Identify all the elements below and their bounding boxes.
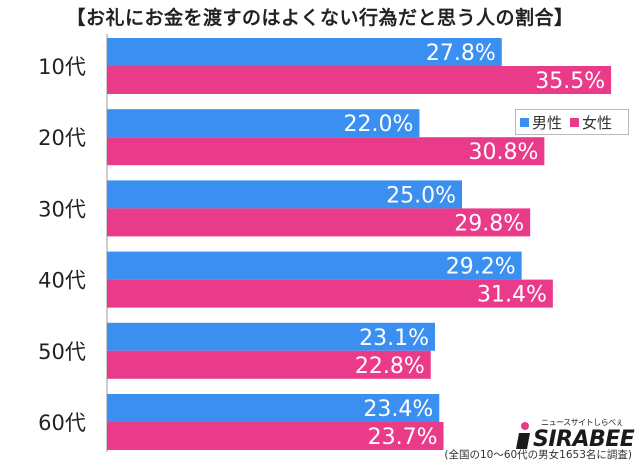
chart-title: 【お礼にお金を渡すのはよくない行為だと思う人の割合】 bbox=[66, 7, 574, 29]
bar-male bbox=[107, 38, 502, 66]
bar-male bbox=[107, 322, 436, 351]
bar-male bbox=[107, 180, 462, 209]
legend-male-label: 男性 bbox=[532, 113, 563, 132]
logo-tagline: ニュースサイトしらべぇ bbox=[541, 418, 624, 427]
category-label: 10代 bbox=[38, 55, 86, 79]
category-label: 60代 bbox=[38, 411, 86, 435]
data-label: 30.8% bbox=[468, 140, 538, 165]
data-label: 29.8% bbox=[454, 211, 524, 236]
data-label: 31.4% bbox=[477, 283, 547, 308]
legend-female-label: 女性 bbox=[582, 113, 613, 132]
survey-note: (全国の10～60代の男女1653名に調査) bbox=[444, 449, 632, 461]
logo-wordmark: SIRABEE bbox=[533, 427, 635, 452]
sirabee-logo: ニュースサイトしらべぇ SIRABEE bbox=[515, 417, 635, 452]
bar-male bbox=[107, 109, 420, 138]
legend-female-swatch bbox=[570, 117, 580, 127]
logo-mark-icon bbox=[516, 422, 530, 449]
legend-female: 女性 bbox=[570, 112, 612, 133]
bar-male bbox=[107, 394, 440, 422]
bar-female bbox=[107, 208, 531, 237]
category-label: 50代 bbox=[38, 340, 86, 364]
data-label: 22.0% bbox=[344, 112, 414, 137]
category-label: 40代 bbox=[38, 269, 86, 293]
bar-female bbox=[107, 279, 553, 308]
data-label: 23.7% bbox=[368, 425, 438, 450]
data-label: 27.8% bbox=[426, 41, 496, 66]
data-label: 25.0% bbox=[386, 183, 456, 208]
bar-female bbox=[107, 422, 444, 450]
bar-female bbox=[107, 66, 612, 94]
bar-female bbox=[107, 137, 545, 166]
data-label: 22.8% bbox=[355, 354, 425, 379]
category-label: 30代 bbox=[38, 197, 86, 221]
data-label: 23.1% bbox=[359, 326, 429, 351]
legend-male: 男性 bbox=[520, 112, 562, 133]
data-label: 35.5% bbox=[535, 69, 605, 94]
data-label: 23.4% bbox=[363, 397, 433, 422]
bar-female bbox=[107, 350, 431, 379]
bar-male bbox=[107, 251, 522, 280]
category-label: 20代 bbox=[38, 126, 86, 150]
data-label: 29.2% bbox=[446, 255, 516, 280]
legend-male-swatch bbox=[520, 117, 529, 127]
legend: 男性 女性 bbox=[515, 109, 629, 135]
